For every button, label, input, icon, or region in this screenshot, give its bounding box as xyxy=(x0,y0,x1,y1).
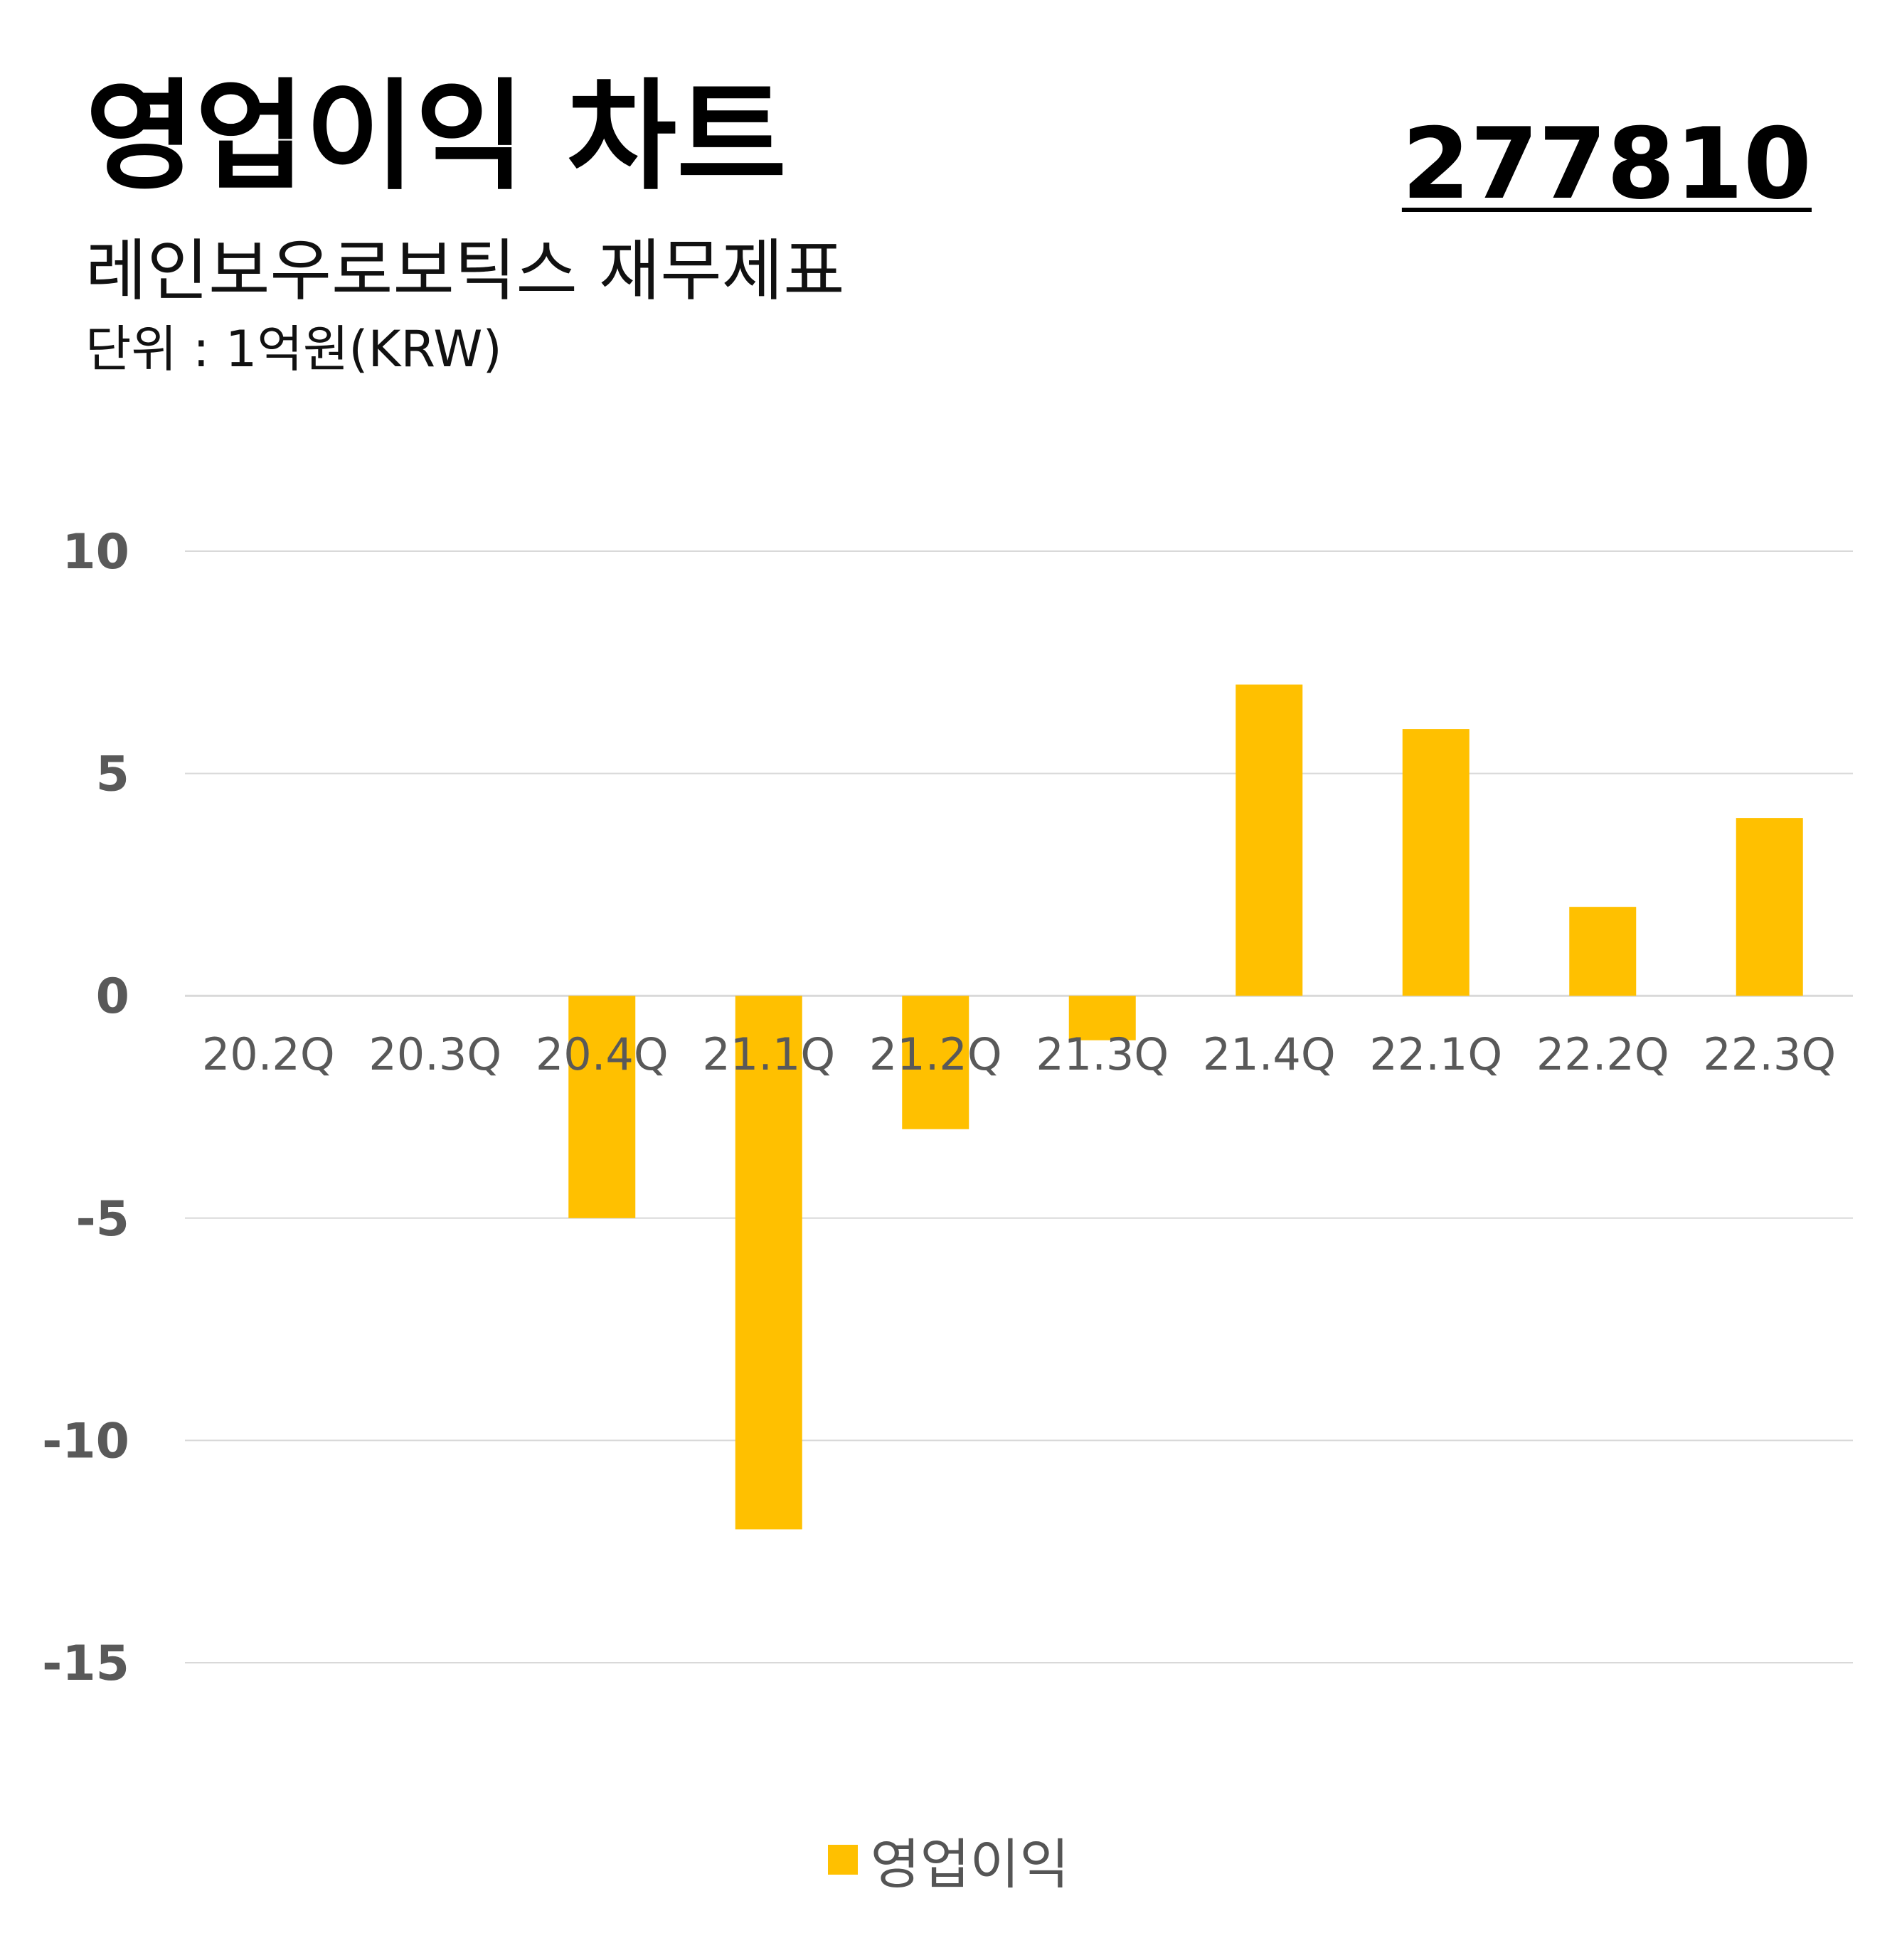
y-tick-label: -15 xyxy=(42,1636,129,1692)
legend: 영업이익 xyxy=(0,1821,1897,1899)
y-tick-label: 10 xyxy=(62,524,129,580)
y-tick-label: -10 xyxy=(42,1413,129,1469)
y-tick-label: 5 xyxy=(96,747,129,803)
chart-title: 영업이익 차트 xyxy=(85,67,787,206)
chart-subtitle: 레인보우로보틱스 재무제표 xyxy=(85,233,845,310)
x-tick-label: 21.3Q xyxy=(1036,1028,1169,1080)
bar-22.2Q xyxy=(1569,907,1637,996)
x-tick-label: 22.1Q xyxy=(1369,1028,1502,1080)
stock-code: 277810 xyxy=(1401,107,1812,221)
unit-label: 단위 : 1억원(KRW) xyxy=(85,320,502,378)
x-tick-label: 20.3Q xyxy=(368,1028,501,1080)
x-tick-label: 21.4Q xyxy=(1203,1028,1336,1080)
x-tick-label: 21.1Q xyxy=(702,1028,835,1080)
y-tick-label: 0 xyxy=(96,969,129,1025)
x-tick-label: 21.2Q xyxy=(869,1028,1002,1080)
legend-swatch xyxy=(827,1845,858,1875)
bar-22.3Q xyxy=(1736,818,1803,996)
x-tick-label: 20.2Q xyxy=(202,1028,335,1080)
bar-22.1Q xyxy=(1402,729,1470,996)
legend-label: 영업이익 xyxy=(870,1833,1070,1896)
bar-20.4Q xyxy=(568,996,636,1218)
x-tick-label: 20.4Q xyxy=(536,1028,669,1080)
bar-21.4Q xyxy=(1236,684,1303,996)
bar-21.3Q xyxy=(1068,996,1136,1040)
x-tick-label: 22.2Q xyxy=(1536,1028,1669,1080)
y-tick-label: -5 xyxy=(75,1191,129,1247)
bar-21.2Q xyxy=(902,996,969,1129)
bar-21.1Q xyxy=(735,996,802,1530)
x-tick-label: 22.3Q xyxy=(1703,1028,1836,1080)
